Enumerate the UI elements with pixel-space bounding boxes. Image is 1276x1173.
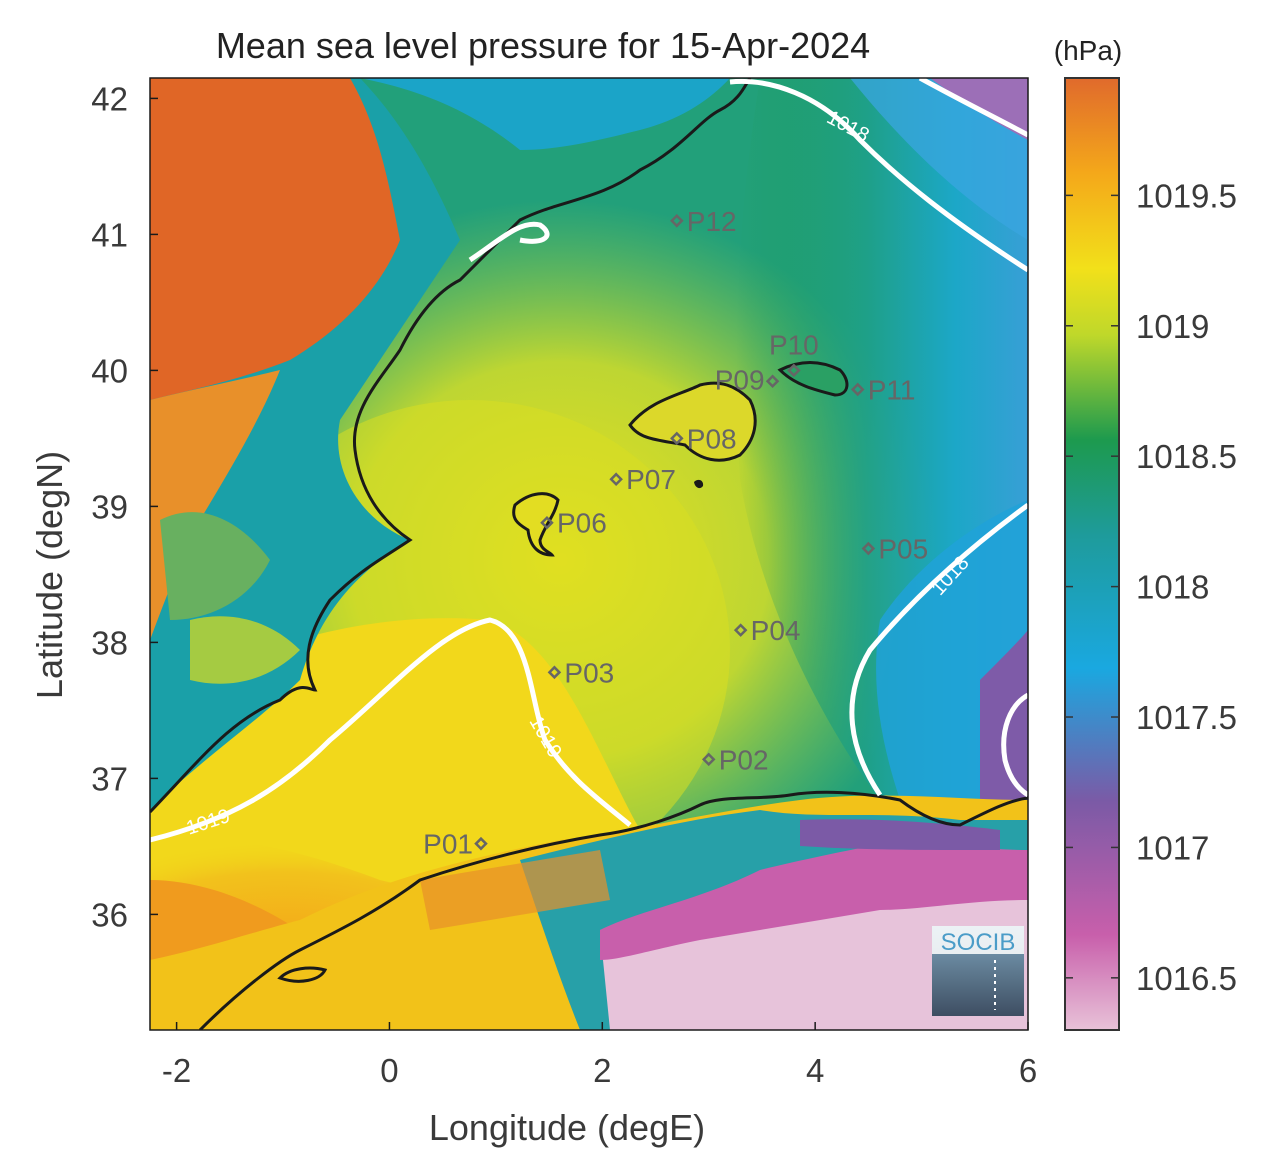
station-marker (787, 363, 801, 378)
station-label: P10 (769, 329, 819, 360)
station-marker (733, 623, 748, 637)
station-marker (670, 214, 684, 228)
station-marker (540, 515, 554, 530)
colorbar-tick-label: 1019 (1136, 308, 1209, 345)
colorbar-tick-label: 1017.5 (1136, 699, 1237, 736)
station-label: P08 (687, 423, 737, 454)
station-label: P03 (564, 657, 614, 688)
alboran-island (277, 966, 328, 983)
y-tick-label: 36 (91, 896, 128, 933)
socib-logo-text: SOCIB (941, 929, 1016, 956)
station-marker (670, 431, 684, 446)
colorbar: 1019.5 1019 1018.5 1018 1017.5 1017 1016.5 (1064, 77, 1237, 1031)
isobar-1019 (150, 617, 632, 843)
station-label: P04 (751, 615, 801, 646)
plot-frame (149, 77, 1029, 1031)
colorbar-tick-label: 1016.5 (1136, 960, 1237, 997)
ibiza-island (512, 492, 560, 557)
isobar-1018-north (729, 78, 1028, 273)
station-marker (861, 541, 876, 556)
isobar-1018-east-small (1001, 692, 1028, 798)
station-marker (609, 472, 623, 486)
station-label: P07 (626, 464, 676, 495)
x-tick-label: 2 (593, 1052, 611, 1089)
x-axis-label: Longitude (degE) (429, 1107, 705, 1148)
y-tick-label: 42 (91, 80, 128, 117)
station-label: P05 (878, 534, 928, 565)
colorbar-gradient (1064, 77, 1120, 1031)
station-marker (850, 382, 865, 397)
station-label: P09 (715, 364, 765, 395)
station-marker (765, 374, 780, 389)
map-title: Mean sea level pressure for 15-Apr-2024 (216, 25, 870, 66)
african-coastline (198, 790, 1028, 1030)
map-plot-area: 1018 1018 1019 1019 SOCIB (150, 78, 1028, 1030)
colorbar-tick-label: 1019.5 (1136, 177, 1237, 214)
x-tick-label: 6 (1019, 1052, 1037, 1089)
y-axis-label: Latitude (degN) (29, 451, 70, 699)
y-tick-label: 41 (91, 216, 128, 253)
colorbar-tick-label: 1018 (1136, 569, 1209, 606)
y-tick-label: 37 (91, 760, 128, 797)
station-label: P02 (719, 744, 769, 775)
x-tick-label: -2 (162, 1052, 191, 1089)
isobar-north-fragment (468, 221, 550, 263)
x-tick-label: 4 (806, 1052, 824, 1089)
station-label: P12 (687, 206, 737, 237)
colorbar-tick-label: 1018.5 (1136, 438, 1237, 475)
station-marker (474, 836, 488, 851)
iberian-coastline (150, 78, 752, 814)
y-tick-label: 39 (91, 488, 128, 525)
station-marker (701, 752, 716, 767)
socib-logo: SOCIB (932, 926, 1024, 1016)
y-axis-ticks: 42 41 40 39 38 37 36 (91, 80, 158, 933)
station-label: P11 (868, 374, 916, 405)
station-label: P06 (557, 508, 607, 539)
mallorca-island (628, 381, 757, 462)
y-tick-label: 38 (91, 624, 128, 661)
x-tick-label: 0 (380, 1052, 398, 1089)
colorbar-tick-label: 1017 (1136, 829, 1209, 866)
station-label: P01 (423, 829, 473, 860)
colorbar-unit: (hPa) (1054, 35, 1122, 66)
isobar-corner (918, 78, 1028, 138)
y-tick-label: 40 (91, 352, 128, 389)
isobar-1018-east (849, 502, 1028, 797)
menorca-island (777, 361, 849, 397)
colorbar-ticks: 1019.5 1019 1018.5 1018 1017.5 1017 1016.5 (1065, 177, 1237, 997)
x-axis-ticks: -2 0 2 4 6 (162, 1022, 1037, 1089)
station-marker (547, 665, 562, 680)
cabrera-island (694, 479, 704, 489)
